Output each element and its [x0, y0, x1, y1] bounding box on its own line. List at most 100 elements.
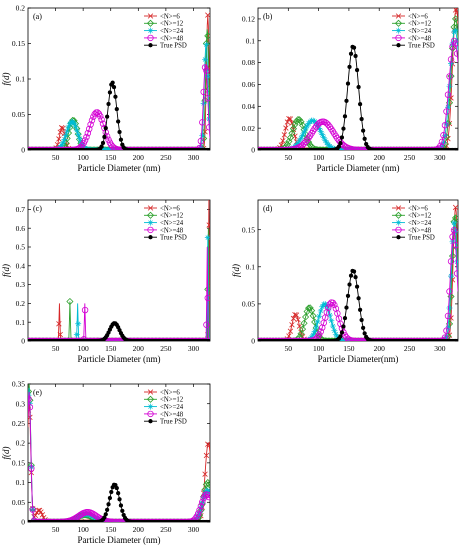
data-point [338, 141, 343, 146]
data-point [200, 100, 207, 107]
data-point [345, 81, 351, 86]
x-tick-label: 50 [52, 344, 60, 353]
legend-marker [147, 226, 154, 234]
data-point [350, 337, 358, 341]
legend-label: <N>=48 [160, 411, 184, 418]
data-point [106, 101, 111, 107]
data-point [443, 327, 450, 334]
legend-label: <N>=12 [408, 213, 432, 220]
data-point [307, 118, 314, 125]
data-point [113, 94, 118, 99]
data-point [359, 317, 364, 323]
legend-label: <N>=6 [408, 13, 428, 20]
data-point [103, 512, 108, 517]
data-point [352, 146, 359, 150]
series-line [258, 269, 458, 341]
data-point [347, 282, 352, 287]
data-point [316, 313, 323, 320]
legend-marker [395, 226, 402, 234]
legend-label: True PSD [408, 235, 435, 242]
data-point [448, 273, 455, 280]
data-point [338, 334, 343, 339]
legend-label: <N>=6 [160, 389, 180, 396]
series-line [258, 40, 458, 150]
y-tick-label: 0.5 [16, 243, 26, 252]
legend-label: True PSD [160, 235, 187, 242]
data-point [295, 316, 301, 323]
x-tick-label: 300 [434, 153, 446, 162]
y-tick-label: 0 [21, 518, 25, 527]
data-point [97, 112, 104, 120]
y-tick-label: 0 [251, 337, 255, 346]
y-axis-label: f(d) [231, 264, 241, 277]
data-point [35, 507, 41, 514]
plot-area [28, 200, 210, 341]
data-point [447, 56, 455, 63]
y-tick-label: 0.3 [16, 280, 26, 289]
data-point [81, 306, 89, 314]
data-point [71, 120, 78, 127]
data-point [446, 288, 453, 295]
data-point [316, 125, 323, 132]
data-point [61, 136, 68, 143]
data-point [343, 144, 350, 150]
data-point [201, 64, 209, 71]
data-point [207, 338, 210, 341]
x-tick-label: 50 [285, 344, 293, 353]
x-tick-label: 300 [188, 153, 200, 162]
data-point [443, 121, 450, 128]
data-point [352, 337, 359, 341]
y-tick-label: 0.05 [12, 498, 25, 507]
data-point [362, 331, 367, 336]
x-tick-label: 250 [404, 153, 416, 162]
x-tick-label: 150 [105, 344, 117, 353]
plot-area [258, 8, 458, 150]
x-tick-label: 250 [160, 153, 172, 162]
legend-label: True PSD [160, 419, 187, 426]
data-point [194, 510, 202, 517]
data-point [60, 125, 66, 131]
data-point [353, 146, 361, 150]
data-point [202, 471, 208, 477]
data-point [206, 442, 210, 449]
data-point [323, 309, 330, 316]
y-tick-label: 0 [251, 146, 255, 155]
data-point [308, 307, 316, 315]
data-point [346, 336, 353, 341]
data-point [306, 304, 314, 312]
y-tick-label: 0.7 [16, 205, 26, 214]
data-point [326, 312, 333, 319]
data-point [118, 503, 124, 508]
data-point [75, 320, 82, 327]
panel-5: 50 100 150 200 250 300 0 0.05 0.1 0.15 0.2 0.25 0.3 0… [1, 380, 211, 545]
data-point [199, 132, 206, 139]
legend-marker [395, 13, 402, 19]
data-point [348, 51, 354, 56]
legend-marker [147, 403, 154, 410]
data-point [452, 27, 458, 34]
data-point [304, 123, 311, 130]
x-tick-label: 250 [160, 344, 172, 353]
data-point [118, 137, 124, 142]
data-point [300, 319, 308, 327]
data-point [114, 106, 119, 112]
data-point [204, 487, 210, 494]
data-point [346, 145, 353, 150]
legend-label: <N>=12 [160, 397, 184, 404]
data-point [311, 328, 318, 335]
data-point [66, 297, 74, 306]
panel-label: (d) [263, 204, 273, 213]
data-point [344, 335, 352, 341]
data-point [319, 303, 326, 310]
data-point [289, 125, 298, 133]
panel-label: (a) [33, 12, 42, 21]
legend-marker [148, 419, 153, 424]
data-point [57, 129, 63, 135]
data-point [28, 403, 34, 411]
data-point [298, 135, 305, 142]
data-point [114, 485, 119, 491]
data-point [303, 136, 311, 144]
x-tick-label: 300 [434, 344, 446, 353]
data-point [308, 334, 315, 341]
